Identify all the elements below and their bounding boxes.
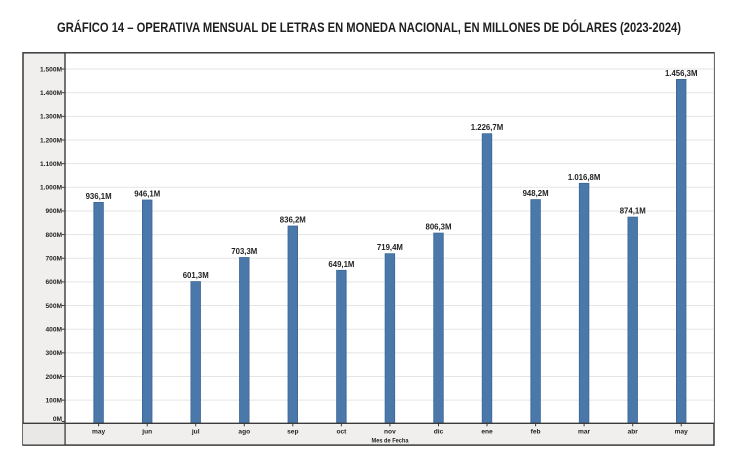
svg-text:jun: jun [141, 428, 152, 435]
svg-text:948,2M: 948,2M [523, 189, 549, 198]
svg-text:936,1M: 936,1M [86, 192, 112, 201]
svg-text:900M: 900M [46, 208, 63, 215]
svg-text:874,1M: 874,1M [620, 207, 646, 216]
svg-text:200M: 200M [46, 374, 63, 381]
svg-text:0M: 0M [53, 416, 63, 423]
svg-text:600M: 600M [46, 279, 63, 286]
svg-text:300M: 300M [46, 350, 63, 357]
svg-text:800M: 800M [46, 232, 63, 239]
svg-text:400M: 400M [46, 327, 63, 334]
svg-text:1.016,8M: 1.016,8M [568, 173, 601, 182]
svg-text:may: may [92, 428, 106, 435]
svg-text:Mes de Fecha: Mes de Fecha [372, 438, 409, 445]
svg-text:946,1M: 946,1M [134, 190, 160, 199]
svg-text:ago: ago [238, 428, 250, 435]
svg-text:abr: abr [628, 428, 639, 435]
svg-text:649,1M: 649,1M [328, 260, 354, 269]
svg-text:700M: 700M [46, 256, 63, 263]
svg-text:1.226,7M: 1.226,7M [471, 123, 504, 132]
svg-text:feb: feb [531, 428, 541, 435]
svg-text:719,4M: 719,4M [377, 243, 403, 252]
svg-text:nov: nov [384, 428, 396, 435]
svg-text:806,3M: 806,3M [425, 223, 451, 232]
svg-text:1.200M: 1.200M [40, 137, 63, 144]
svg-text:1.100M: 1.100M [40, 161, 63, 168]
svg-text:GRÁFICO 14 – OPERATIVA MENSUAL: GRÁFICO 14 – OPERATIVA MENSUAL DE LETRAS… [57, 18, 681, 35]
svg-text:1.300M: 1.300M [40, 114, 63, 121]
svg-text:1.500M: 1.500M [40, 66, 63, 73]
svg-text:703,3M: 703,3M [231, 247, 257, 256]
svg-text:100M: 100M [46, 397, 63, 404]
svg-text:836,2M: 836,2M [280, 216, 306, 225]
svg-text:may: may [675, 428, 689, 435]
svg-text:dic: dic [434, 428, 444, 435]
svg-text:mar: mar [578, 428, 591, 435]
svg-text:oct: oct [336, 428, 347, 435]
svg-text:500M: 500M [46, 303, 63, 310]
svg-text:jul: jul [191, 428, 200, 435]
svg-text:ene: ene [481, 428, 493, 435]
svg-text:sep: sep [287, 428, 298, 435]
svg-text:1.000M: 1.000M [40, 185, 63, 192]
svg-text:1.456,3M: 1.456,3M [665, 69, 698, 78]
svg-text:1.400M: 1.400M [40, 90, 63, 97]
svg-text:601,3M: 601,3M [183, 271, 209, 280]
